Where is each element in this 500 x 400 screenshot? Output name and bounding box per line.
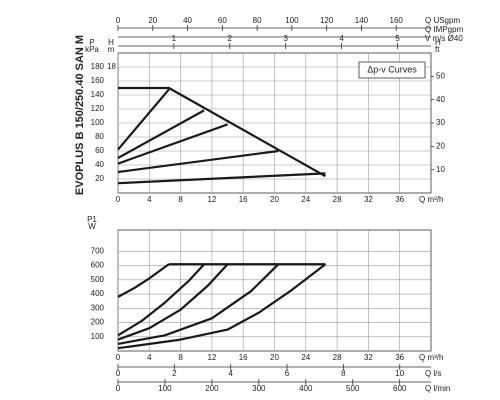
secondary-tick-label: 100 (158, 384, 172, 393)
y-tick-label: 20 (95, 174, 104, 183)
x-tick-label: 0 (116, 195, 121, 204)
secondary-tick-label: 600 (393, 384, 407, 393)
x-tick-label: 8 (178, 195, 183, 204)
y-tick-label: 600 (91, 261, 105, 270)
x-tick-label: 12 (207, 195, 216, 204)
x-tick-label: 8 (178, 353, 183, 362)
y-tick-label: 60 (95, 146, 104, 155)
secondary-tick-label: 300 (252, 384, 266, 393)
y-tick-label: 700 (91, 246, 105, 255)
secondary-tick-label: 8 (341, 369, 346, 378)
x-tick-label: 0 (116, 353, 121, 362)
secondary-tick-label: 1 (172, 34, 177, 43)
y-tick-label: 100 (91, 118, 105, 127)
curve (117, 263, 170, 298)
y-tick-label: 40 (95, 160, 104, 169)
product-title: EVOPLUS B 150/250.40 SAN M (74, 35, 86, 195)
y-axis-label: P (89, 38, 94, 47)
secondary-axis-label: Q USgpm (425, 16, 460, 25)
x-tick-label: 16 (239, 353, 248, 362)
y2-tick-label: 50 (436, 71, 445, 80)
secondary-tick-label: 4 (339, 34, 344, 43)
secondary-tick-label: 10 (395, 369, 404, 378)
y-tick-label: 300 (91, 303, 105, 312)
y2-tick-label: 30 (436, 118, 445, 127)
secondary-axis-label: Q IMPgpm (425, 25, 464, 34)
curve (117, 263, 229, 341)
x-tick-label: 4 (147, 195, 152, 204)
secondary-tick-label: 160 (390, 16, 404, 25)
secondary-tick-label: 100 (285, 16, 299, 25)
x-tick-label: 20 (270, 195, 279, 204)
y-tick-label: 120 (91, 104, 105, 113)
y2-tick-label: 20 (436, 141, 445, 150)
y-tick-label: 500 (91, 275, 105, 284)
x-tick-label: 28 (333, 195, 342, 204)
secondary-tick-label: 0 (116, 369, 121, 378)
x-tick-label: 20 (270, 353, 279, 362)
secondary-tick-label: 2 (172, 369, 177, 378)
curve (117, 263, 327, 350)
curve (118, 86, 326, 178)
curve (117, 109, 205, 159)
secondary-tick-label: 20 (148, 16, 157, 25)
secondary-tick-label: 40 (183, 16, 192, 25)
curve (117, 263, 280, 345)
x-tick-label: 12 (207, 353, 216, 362)
x-tick-label: 16 (239, 195, 248, 204)
secondary-tick-label: 400 (299, 384, 313, 393)
secondary-tick-label: 200 (205, 384, 219, 393)
secondary-axis-label: Q l/min (425, 384, 450, 393)
x-axis-label: Q m³/h (419, 195, 443, 204)
annotation: Δp-v Curves (367, 64, 417, 74)
secondary-tick-label: 2 (228, 34, 233, 43)
secondary-tick-label: 80 (253, 16, 262, 25)
x-tick-label: 4 (147, 353, 152, 362)
y2-axis-label: H (435, 38, 441, 47)
x-tick-label: 24 (301, 195, 310, 204)
y-tick-label: 400 (91, 289, 105, 298)
secondary-tick-label: 140 (355, 16, 369, 25)
y2-tick-label: 40 (436, 95, 445, 104)
h-tick-label: 18 (107, 62, 116, 71)
secondary-axis-label: V m/s Ø40 (425, 34, 463, 43)
y-tick-label: 80 (95, 132, 104, 141)
y-axis-unit: W (88, 222, 96, 231)
y-axis-label: P1 (87, 215, 97, 224)
y-tick-label: 200 (91, 318, 105, 327)
y-tick-label: 180 (91, 62, 105, 71)
secondary-tick-label: 60 (218, 16, 227, 25)
h-axis-label: H (108, 38, 114, 47)
h-axis-unit: m (108, 45, 115, 54)
y-tick-label: 100 (91, 332, 105, 341)
secondary-axis-label: Q l/s (425, 369, 441, 378)
x-tick-label: 32 (364, 195, 373, 204)
curve (117, 88, 170, 151)
x-tick-label: 24 (301, 353, 310, 362)
secondary-tick-label: 0 (116, 384, 121, 393)
y-axis-unit: kPa (85, 45, 99, 54)
x-axis-label: Q m³/h (419, 353, 443, 362)
x-tick-label: 28 (333, 353, 342, 362)
secondary-tick-label: 120 (320, 16, 334, 25)
y-tick-label: 160 (91, 76, 105, 85)
x-tick-label: 36 (395, 353, 404, 362)
secondary-tick-label: 3 (283, 34, 288, 43)
secondary-tick-label: 4 (228, 369, 233, 378)
curve (117, 263, 205, 337)
y2-axis-unit: ft (435, 45, 440, 54)
y-tick-label: 140 (91, 90, 105, 99)
curve (117, 172, 326, 185)
x-tick-label: 32 (364, 353, 373, 362)
y2-tick-label: 10 (436, 165, 445, 174)
secondary-tick-label: 5 (395, 34, 400, 43)
curve (117, 123, 228, 165)
secondary-tick-label: 6 (285, 369, 290, 378)
secondary-tick-label: 500 (346, 384, 360, 393)
annotation-box (358, 61, 426, 79)
secondary-tick-label: 0 (116, 16, 121, 25)
curve (117, 149, 279, 174)
x-tick-label: 36 (395, 195, 404, 204)
